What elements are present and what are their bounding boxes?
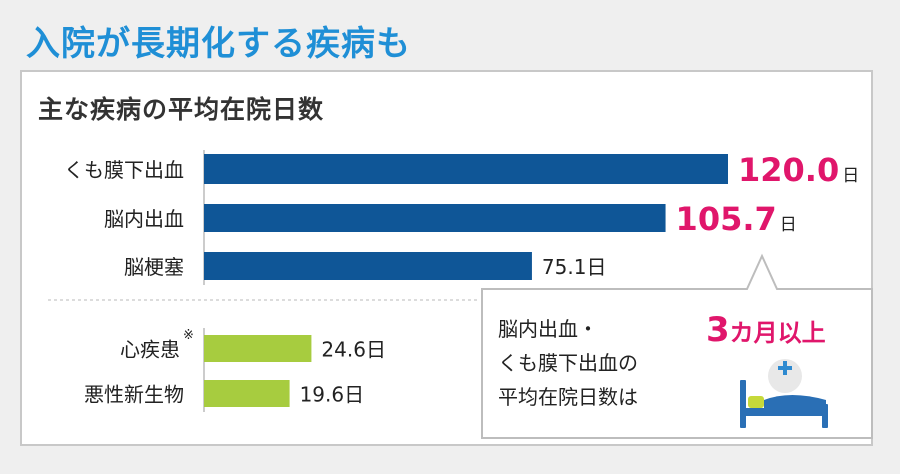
category-label: 脳梗塞 xyxy=(124,255,184,279)
callout-highlight-number: 3 xyxy=(706,310,730,350)
category-label: 心疾患 xyxy=(120,338,180,362)
bar xyxy=(204,252,532,280)
bed-frame xyxy=(740,408,828,416)
hospital-bed-icon xyxy=(768,359,802,393)
headline: 入院が長期化する疾病も xyxy=(26,24,411,64)
bed-blanket xyxy=(764,395,826,408)
callout-highlight-text: カ月以上 xyxy=(729,319,826,347)
data-label: 75.1日 xyxy=(542,255,607,279)
bar xyxy=(204,335,312,362)
bed-leg xyxy=(822,404,828,428)
cross-icon xyxy=(783,361,787,375)
callout-box xyxy=(481,253,873,439)
category-label: 脳内出血 xyxy=(104,207,184,231)
bar xyxy=(204,204,666,232)
category-label: 悪性新生物 xyxy=(84,383,184,407)
footnote-mark: ※ xyxy=(183,328,194,343)
data-label: 105.7 xyxy=(676,200,777,238)
data-label: 19.6日 xyxy=(300,383,365,407)
data-label: 24.6日 xyxy=(321,338,386,362)
bar xyxy=(204,154,728,184)
data-label: 120.0 xyxy=(738,151,839,189)
bed-pillow xyxy=(748,396,764,408)
chart-title: 主な疾病の平均在院日数 xyxy=(38,95,325,124)
callout-highlight: 3カ月以上 xyxy=(706,310,826,350)
category-label: くも膜下出血 xyxy=(64,158,184,182)
bar xyxy=(204,380,290,407)
unit-label: 日 xyxy=(842,166,859,186)
callout-line-1: 脳内出血・ xyxy=(498,317,598,341)
callout-line-3: 平均在院日数は xyxy=(498,385,638,409)
unit-label: 日 xyxy=(780,215,797,235)
callout-line-2: くも膜下出血の xyxy=(498,351,638,375)
